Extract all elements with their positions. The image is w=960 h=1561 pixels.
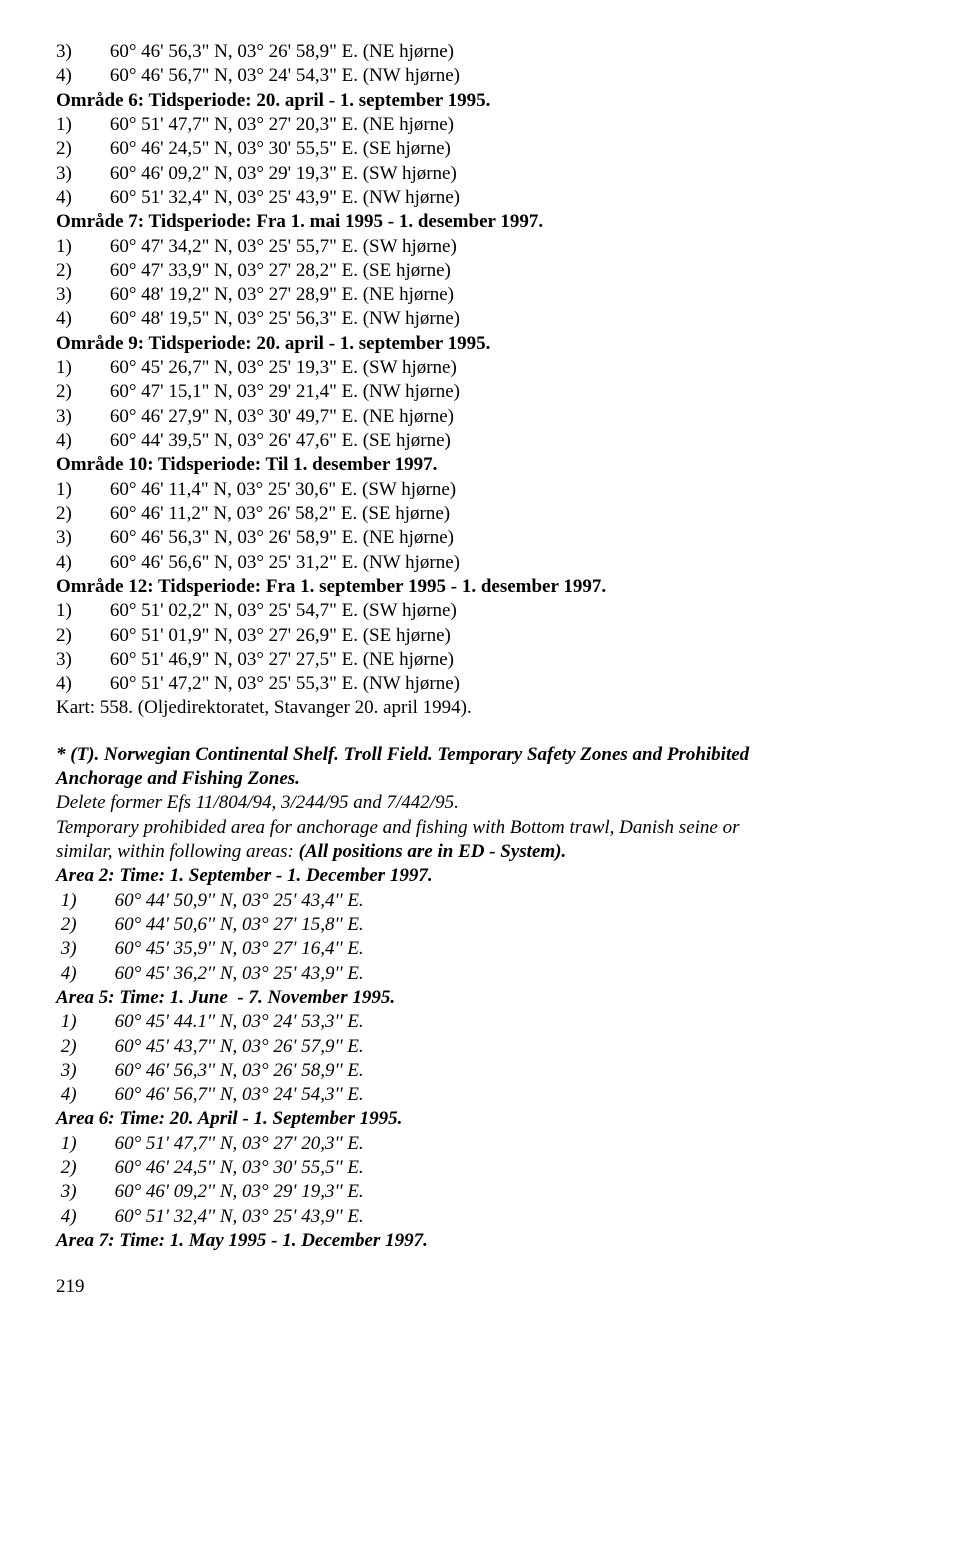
area-header: Area 7: Time: 1. May 1995 - 1. December …: [56, 1229, 912, 1253]
coord-row: 1) 60° 44' 50,9'' N, 03° 25' 43,4'' E.: [56, 889, 912, 913]
coord-row: 1) 60° 51' 47,7'' N, 03° 27' 20,3'' E.: [56, 1132, 912, 1156]
coord-row: 2) 60° 45' 43,7'' N, 03° 26' 57,9'' E.: [56, 1035, 912, 1059]
coord-row: 2) 60° 47' 15,1" N, 03° 29' 21,4" E. (NW…: [56, 380, 912, 404]
coord-row: 3) 60° 46' 09,2" N, 03° 29' 19,3" E. (SW…: [56, 162, 912, 186]
coord-row: 3) 60° 48' 19,2" N, 03° 27' 28,9" E. (NE…: [56, 283, 912, 307]
area-header: Area 2: Time: 1. September - 1. December…: [56, 864, 912, 888]
coord-row: 4) 60° 46' 56,7'' N, 03° 24' 54,3'' E.: [56, 1083, 912, 1107]
english-para: Temporary prohibided area for anchorage …: [56, 816, 912, 840]
coord-row: 4) 60° 51' 32,4'' N, 03° 25' 43,9'' E.: [56, 1205, 912, 1229]
kart-line: Kart: 558. (Oljedirektoratet, Stavanger …: [56, 696, 912, 720]
coord-row: 2) 60° 51' 01,9" N, 03° 27' 26,9" E. (SE…: [56, 624, 912, 648]
coord-row: 2) 60° 46' 24,5'' N, 03° 30' 55,5'' E.: [56, 1156, 912, 1180]
coord-row: 2) 60° 47' 33,9" N, 03° 27' 28,2" E. (SE…: [56, 259, 912, 283]
coord-row: 2) 60° 46' 24,5" N, 03° 30' 55,5" E. (SE…: [56, 137, 912, 161]
coord-row: 1) 60° 47' 34,2" N, 03° 25' 55,7" E. (SW…: [56, 235, 912, 259]
section-header: Område 12: Tidsperiode: Fra 1. september…: [56, 575, 912, 599]
coord-row: 1) 60° 45' 26,7" N, 03° 25' 19,3" E. (SW…: [56, 356, 912, 380]
section-header: Område 10: Tidsperiode: Til 1. desember …: [56, 453, 912, 477]
english-para: similar, within following areas: (All po…: [56, 840, 912, 864]
coord-row: 4) 60° 51' 32,4" N, 03° 25' 43,9" E. (NW…: [56, 186, 912, 210]
coord-row: 4) 60° 45' 36,2'' N, 03° 25' 43,9'' E.: [56, 962, 912, 986]
coord-row: 3) 60° 46' 56,3" N, 03° 26' 58,9" E. (NE…: [56, 526, 912, 550]
coord-row: 4) 60° 48' 19,5" N, 03° 25' 56,3" E. (NW…: [56, 307, 912, 331]
coord-row: 4) 60° 44' 39,5" N, 03° 26' 47,6" E. (SE…: [56, 429, 912, 453]
coord-row: 4) 60° 46' 56,6" N, 03° 25' 31,2" E. (NW…: [56, 551, 912, 575]
page-number: 219: [56, 1275, 912, 1299]
area-header: Area 6: Time: 20. April - 1. September 1…: [56, 1107, 912, 1131]
coord-row: 3) 60° 46' 27,9" N, 03° 30' 49,7" E. (NE…: [56, 405, 912, 429]
coord-row: 1) 60° 46' 11,4" N, 03° 25' 30,6" E. (SW…: [56, 478, 912, 502]
spacer: [56, 1253, 912, 1275]
coord-row: 2) 60° 44' 50,6'' N, 03° 27' 15,8'' E.: [56, 913, 912, 937]
coord-row: 4) 60° 51' 47,2" N, 03° 25' 55,3" E. (NW…: [56, 672, 912, 696]
coord-row: 1) 60° 45' 44.1'' N, 03° 24' 53,3'' E.: [56, 1010, 912, 1034]
section-header: Område 7: Tidsperiode: Fra 1. mai 1995 -…: [56, 210, 912, 234]
section-header: Område 6: Tidsperiode: 20. april - 1. se…: [56, 89, 912, 113]
english-delete: Delete former Efs 11/804/94, 3/244/95 an…: [56, 791, 912, 815]
coord-row: 3) 60° 45' 35,9'' N, 03° 27' 16,4'' E.: [56, 937, 912, 961]
coord-row: 4) 60° 46' 56,7" N, 03° 24' 54,3" E. (NW…: [56, 64, 912, 88]
coord-row: 3) 60° 46' 56,3'' N, 03° 26' 58,9'' E.: [56, 1059, 912, 1083]
coord-row: 3) 60° 51' 46,9" N, 03° 27' 27,5" E. (NE…: [56, 648, 912, 672]
section-header: Område 9: Tidsperiode: 20. april - 1. se…: [56, 332, 912, 356]
coord-row: 3) 60° 46' 56,3" N, 03° 26' 58,9" E. (NE…: [56, 40, 912, 64]
coord-row: 1) 60° 51' 02,2" N, 03° 25' 54,7" E. (SW…: [56, 599, 912, 623]
coord-row: 3) 60° 46' 09,2'' N, 03° 29' 19,3'' E.: [56, 1180, 912, 1204]
spacer: [56, 721, 912, 743]
english-title: Anchorage and Fishing Zones.: [56, 767, 912, 791]
coord-row: 2) 60° 46' 11,2" N, 03° 26' 58,2" E. (SE…: [56, 502, 912, 526]
area-header: Area 5: Time: 1. June - 7. November 1995…: [56, 986, 912, 1010]
coord-row: 1) 60° 51' 47,7" N, 03° 27' 20,3" E. (NE…: [56, 113, 912, 137]
english-title: * (T). Norwegian Continental Shelf. Trol…: [56, 743, 912, 767]
